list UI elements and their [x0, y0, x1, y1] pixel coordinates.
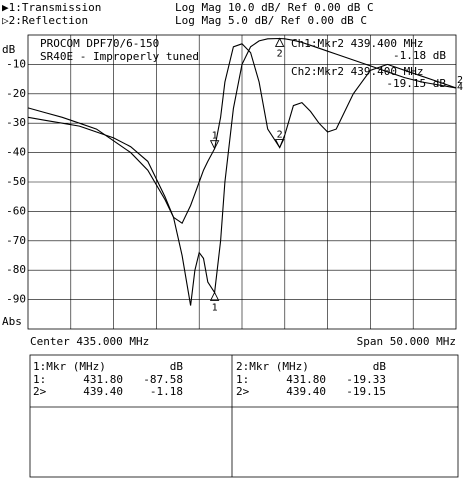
marker-label: 2	[277, 48, 283, 59]
y-axis-label: dB	[2, 43, 16, 56]
table-cell: 1:	[236, 373, 249, 386]
span: Span 50.000 MHz	[357, 335, 456, 348]
readout: -19.15 dB	[386, 77, 446, 90]
legend-scale: Log Mag 5.0 dB/ Ref 0.00 dB C	[175, 14, 367, 27]
trace	[27, 43, 457, 225]
table-header: 2:Mkr (MHz)	[236, 360, 309, 373]
table-cell: 1:	[33, 373, 46, 386]
table-cell: 439.40	[286, 385, 326, 398]
table-cell: 2>	[33, 385, 47, 398]
table-cell: 431.80	[286, 373, 326, 386]
table-cell: 431.80	[83, 373, 123, 386]
y-tick-label: -20	[6, 87, 26, 100]
y-tick-label: -70	[6, 234, 26, 247]
marker-label: 1	[212, 302, 218, 313]
y-tick-label: -50	[6, 175, 26, 188]
annotation: PROCOM DPF70/6-150	[40, 37, 159, 50]
marker	[274, 139, 285, 149]
table-header: dB	[373, 360, 387, 373]
annotation: SR40E - Improperly tuned	[40, 50, 199, 63]
table-frame	[29, 354, 459, 478]
table-cell: 2>	[236, 385, 250, 398]
table-cell: 439.40	[83, 385, 123, 398]
readout: Ch1:Mkr2 439.400 MHz	[291, 37, 423, 50]
bottom-label: Abs	[2, 315, 22, 328]
legend-entry: ▷2:Reflection	[2, 14, 88, 27]
y-tick-label: -30	[6, 116, 26, 129]
reference-mark: 4	[457, 82, 463, 93]
y-tick-label: -80	[6, 263, 26, 276]
table-header: 1:Mkr (MHz)	[33, 360, 106, 373]
y-tick-label: -90	[6, 293, 26, 306]
table-header: dB	[170, 360, 184, 373]
readout: Ch2:Mkr2 439.400 MHz	[291, 65, 423, 78]
table-cell: -87.58	[143, 373, 183, 386]
trace	[27, 37, 457, 306]
marker	[274, 37, 285, 47]
marker	[209, 291, 220, 301]
readout: -1.18 dB	[393, 49, 446, 62]
marker-label: 1	[212, 131, 218, 142]
marker	[209, 140, 220, 150]
table-cell: -19.33	[346, 373, 386, 386]
legend-scale: Log Mag 10.0 dB/ Ref 0.00 dB C	[175, 1, 374, 14]
marker-label: 2	[277, 130, 283, 141]
y-tick-label: -60	[6, 204, 26, 217]
y-tick-label: -40	[6, 146, 26, 159]
y-tick-label: -10	[6, 57, 26, 70]
legend-entry: ▶1:Transmission	[2, 1, 101, 14]
reference-mark: 2	[457, 75, 463, 86]
table-cell: -19.15	[346, 385, 386, 398]
table-cell: -1.18	[150, 385, 183, 398]
center-frequency: Center 435.000 MHz	[30, 335, 149, 348]
